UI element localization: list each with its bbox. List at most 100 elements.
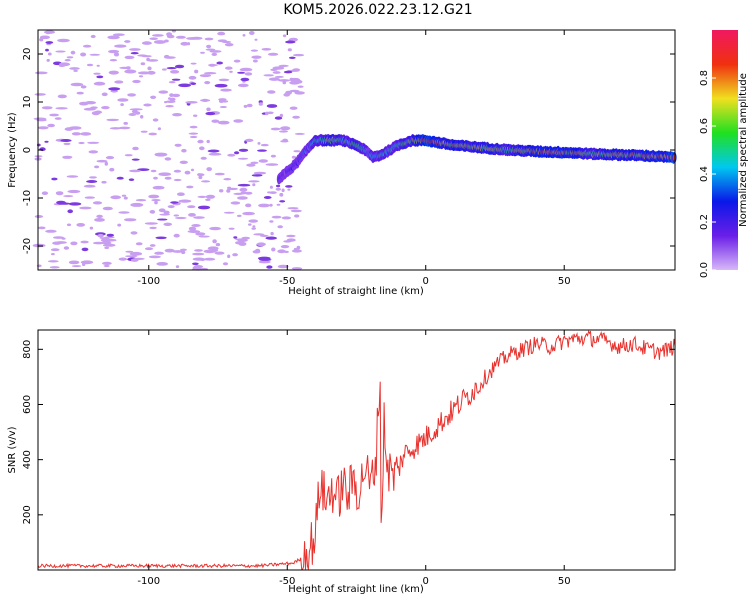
noise-speckle <box>265 111 269 116</box>
noise-speckle <box>68 126 82 130</box>
snr-plot-area <box>38 330 675 570</box>
noise-speckle <box>203 249 216 254</box>
noise-speckle <box>276 203 281 206</box>
noise-speckle <box>297 85 304 88</box>
noise-speckle <box>178 199 192 203</box>
noise-speckle <box>251 227 256 230</box>
noise-speckle <box>45 48 49 52</box>
noise-speckle <box>149 244 156 247</box>
noise-speckle <box>287 48 292 52</box>
noise-speckle <box>173 169 182 173</box>
noise-speckle <box>263 74 275 77</box>
noise-speckle <box>68 202 82 206</box>
noise-speckle <box>170 201 179 204</box>
noise-speckle <box>222 262 229 266</box>
noise-speckle <box>125 255 138 258</box>
noise-speckle <box>291 155 296 159</box>
noise-speckle <box>248 180 260 183</box>
noise-speckle <box>80 85 87 89</box>
noise-speckle <box>90 34 96 39</box>
noise-speckle <box>143 103 152 107</box>
noise-speckle <box>124 40 131 43</box>
colorbar-tick-label: 0.4 <box>699 166 710 182</box>
noise-speckle <box>125 250 134 253</box>
noise-speckle <box>248 219 258 223</box>
noise-speckle <box>284 250 289 253</box>
noise-speckle <box>84 196 96 199</box>
noise-speckle <box>270 127 281 131</box>
noise-speckle <box>274 116 283 120</box>
noise-speckle <box>67 209 73 214</box>
noise-speckle <box>132 257 145 260</box>
noise-speckle <box>272 71 281 74</box>
noise-speckle <box>293 247 298 252</box>
noise-speckle <box>86 180 98 183</box>
noise-speckle <box>37 126 49 130</box>
noise-speckle <box>57 38 70 43</box>
noise-speckle <box>163 210 170 215</box>
y-tick-label: 20 <box>22 48 33 61</box>
noise-speckle <box>130 202 144 207</box>
noise-speckle <box>68 260 80 265</box>
noise-speckle <box>78 141 85 145</box>
noise-speckle <box>288 56 296 59</box>
noise-speckle <box>71 132 81 136</box>
noise-speckle <box>199 74 212 78</box>
noise-speckle <box>277 79 291 82</box>
noise-speckle <box>106 118 119 122</box>
x-tick-label: 0 <box>423 276 429 287</box>
noise-speckle <box>204 72 217 75</box>
noise-speckle <box>256 242 266 247</box>
noise-speckle <box>293 53 305 57</box>
noise-speckle <box>280 245 290 249</box>
noise-speckle <box>206 107 211 112</box>
noise-speckle <box>63 195 74 198</box>
noise-speckle <box>283 70 293 74</box>
noise-speckle <box>108 70 119 75</box>
noise-speckle <box>246 103 253 108</box>
noise-speckle <box>154 200 158 205</box>
x-tick-label: -50 <box>279 576 295 587</box>
noise-speckle <box>129 169 141 173</box>
noise-speckle <box>250 49 259 52</box>
noise-speckle <box>129 251 143 256</box>
noise-speckle <box>293 150 301 153</box>
noise-speckle <box>105 156 115 160</box>
noise-speckle <box>71 265 82 268</box>
noise-speckle <box>173 178 182 182</box>
noise-speckle <box>269 191 277 195</box>
noise-speckle <box>55 50 66 53</box>
chart-title: KOM5.2026.022.23.12.G21 <box>283 2 472 18</box>
noise-speckle <box>190 62 197 65</box>
noise-speckle <box>109 59 118 62</box>
noise-speckle <box>164 157 172 161</box>
noise-speckle <box>171 93 181 98</box>
noise-speckle <box>89 53 101 56</box>
x-tick-label: 0 <box>423 576 429 587</box>
noise-speckle <box>118 126 131 130</box>
noise-speckle <box>282 34 287 38</box>
noise-speckle <box>294 132 305 135</box>
noise-speckle <box>294 91 305 95</box>
noise-speckle <box>140 130 148 133</box>
noise-speckle <box>266 265 273 269</box>
noise-speckle <box>163 222 172 226</box>
noise-speckle <box>47 260 59 263</box>
noise-speckle <box>221 40 232 44</box>
noise-speckle <box>237 183 251 187</box>
noise-speckle <box>79 101 89 106</box>
noise-speckle <box>144 222 158 225</box>
noise-speckle <box>187 205 196 209</box>
noise-speckle <box>211 52 218 57</box>
noise-speckle <box>175 35 186 39</box>
noise-speckle <box>151 199 161 202</box>
noise-speckle <box>158 172 171 176</box>
noise-speckle <box>34 215 44 218</box>
spectrogram-y-axis-label: Frequency (Hz) <box>7 112 18 188</box>
noise-speckle <box>97 233 104 238</box>
noise-speckle <box>174 216 187 220</box>
noise-speckle <box>132 79 141 84</box>
noise-speckle <box>259 234 269 237</box>
colorbar-tick-label: 0.8 <box>699 70 710 86</box>
